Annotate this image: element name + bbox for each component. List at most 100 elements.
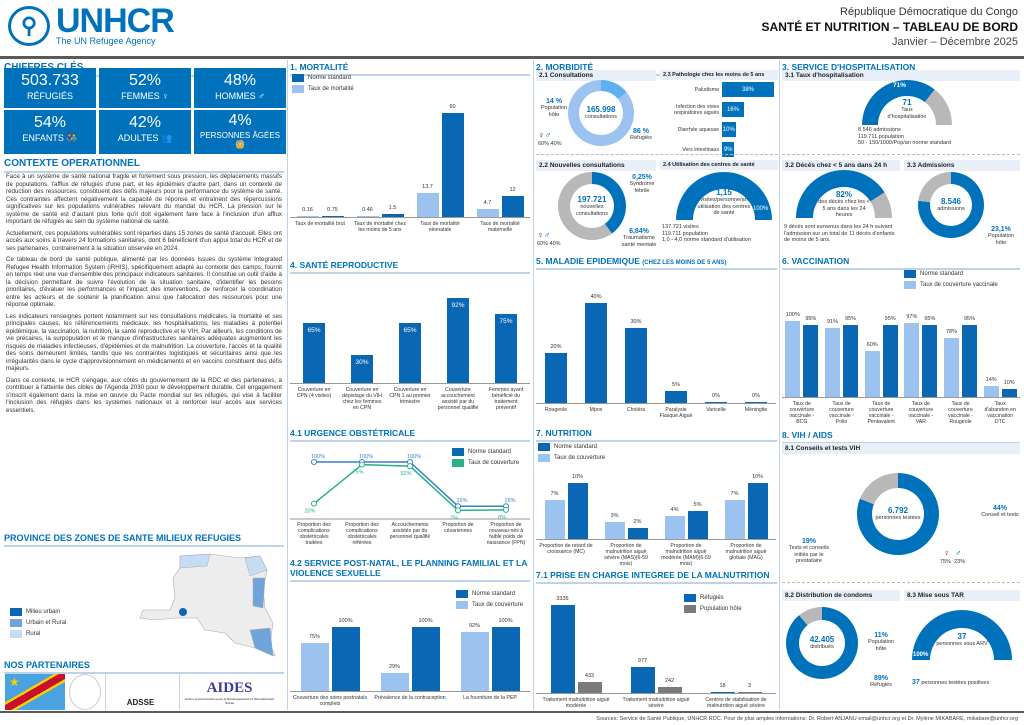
page-title: SANTÉ ET NUTRITION – TABLEAU DE BORD xyxy=(761,20,1018,34)
footer-source: Sources: Service de Santé Publique, UNHC… xyxy=(0,711,1024,725)
column-divider xyxy=(533,60,534,710)
bar-group: 14% 10% xyxy=(980,306,1020,397)
bar: 92% xyxy=(460,623,489,691)
bar: 75% xyxy=(300,634,329,691)
woman-icon: ♀ xyxy=(538,130,545,140)
x-label: Rougeole xyxy=(544,407,568,413)
kf-children: 54% ENFANTS 👫 xyxy=(4,110,96,154)
x-label: Proportion des complications obstétrical… xyxy=(345,522,379,546)
value-label: 977 xyxy=(637,658,648,665)
postnatal-title: 4.2 SERVICE POST-NATAL, LE PLANNING FAMI… xyxy=(290,558,530,582)
value-label: 2% xyxy=(633,518,642,525)
bar: 18 xyxy=(710,683,735,693)
kf-men: 48% HOMMES ♂ xyxy=(194,68,286,108)
plot-area: 0.16 0.75 0.46 1.5 13.7 60 4.7 12 xyxy=(290,92,530,218)
x-label: Proportion de malnutrition aiguë sévère … xyxy=(604,543,648,567)
value-label: 20% xyxy=(550,344,562,351)
data-point xyxy=(407,463,413,470)
x-label: Couverture en CPN 1 au premier trimestre xyxy=(389,387,431,405)
drc-map xyxy=(139,553,276,657)
bar-group: 100% 95% xyxy=(782,306,822,397)
bar: 20% xyxy=(545,344,567,403)
bar: 7% xyxy=(724,491,745,539)
bar: 3335 xyxy=(550,596,575,693)
mortality-legend: Norme standard Taux de mortalité xyxy=(292,74,354,96)
bar-group: 4.7 12 xyxy=(470,92,530,217)
man-icon: ♂ xyxy=(258,91,265,101)
value-label: 14% xyxy=(985,377,997,384)
bar-group: 5% xyxy=(656,280,696,403)
bar: 95% xyxy=(962,316,978,397)
bar: 60 xyxy=(441,104,464,217)
bar-group: 78% 95% xyxy=(941,306,981,397)
bar-group: 65% xyxy=(290,280,338,383)
x-label: Proportion de retard de croissance (MC) xyxy=(539,543,593,555)
data-label: 15% xyxy=(456,498,467,504)
condoms-title: 8.2 Distribution de condoms xyxy=(782,590,900,601)
value-label: 0.46 xyxy=(362,207,373,213)
children-icon: 👫 xyxy=(66,133,78,143)
value-label: 3% xyxy=(610,513,619,520)
bar-group: 977 242 xyxy=(616,592,696,693)
adults-icon: 👥 xyxy=(161,133,173,143)
x-label: Centres de stabilisation de malnutrition… xyxy=(705,697,767,709)
nutrition-title: 7. NUTRITION xyxy=(536,428,777,442)
x-label: Traitement malnutrition aiguë modérée xyxy=(542,697,610,709)
value-label: 91% xyxy=(826,318,838,325)
value-label: 5% xyxy=(672,381,680,388)
value-label: 0.16 xyxy=(302,207,313,213)
value-label: 100% xyxy=(498,618,513,625)
kf-elderly: 4% PERSONNES ÂGÉES 🧓 xyxy=(194,110,286,154)
value-label: 65% xyxy=(307,327,321,335)
bar-group: 65% xyxy=(386,280,434,383)
plot-area: 3335 433 977 242 18 3 xyxy=(536,592,776,694)
drc-flag-logo: ★ xyxy=(5,674,65,710)
header-info: République Démocratique du Congo SANTÉ E… xyxy=(762,6,1018,48)
x-axis-labels: Couverture en CPN (4 visites) Couverture … xyxy=(290,387,530,411)
x-axis-labels: Taux de couverture vaccinale - BCG Taux d… xyxy=(782,401,1020,425)
bar-group: 0.16 0.75 xyxy=(290,92,350,217)
value-label: 75% xyxy=(308,634,320,641)
x-label: Proportion de nouveau-nés à faible poids… xyxy=(486,522,526,546)
bar: 100% xyxy=(331,618,360,691)
x-label: Varicelle xyxy=(706,407,726,413)
woman-icon: ♀ xyxy=(943,548,951,558)
value-label: 4.7 xyxy=(483,199,492,206)
value-label: 5% xyxy=(693,501,702,508)
morbidity-title: 2. MORBIDITÉ xyxy=(536,62,777,76)
data-label: 100% xyxy=(311,454,325,460)
bar-group: 7% 10% xyxy=(716,466,776,539)
bar: 4% xyxy=(664,507,685,539)
bar: 65% xyxy=(303,323,325,383)
arv-gauge xyxy=(912,610,1012,660)
gender-split: ♀♂ 60% 40% xyxy=(538,130,562,147)
hiv-counselling-title: 8.1 Conseils et tests VIH xyxy=(782,443,1020,454)
obstetric-x-labels: Proportion des complications obstétrical… xyxy=(290,520,530,550)
woman-icon: ♀ xyxy=(537,230,544,240)
value-label: 95% xyxy=(805,315,817,322)
hiv-counselling-donut: 6.792 personnes testées xyxy=(857,473,939,555)
new-consultations-donut: 197.721 nouvelles consultations xyxy=(558,172,626,240)
data-point xyxy=(455,507,461,514)
x-axis-labels: Traitement malnutrition aiguë modérée Tra… xyxy=(536,697,776,709)
epidemic-title: 5. MALADIE EPIDEMIQUE (CHEZ LES MOINS DE… xyxy=(536,256,777,270)
bar: 5% xyxy=(687,502,708,539)
malnutrition-title: 7.1 PRISE EN CHARGE INTEGREE DE LA MALNU… xyxy=(536,570,777,584)
x-label: Couverture accouchement assisté par du p… xyxy=(437,387,479,411)
bar: 10% xyxy=(567,474,588,539)
man-icon: ♂ xyxy=(543,230,551,240)
bar: 95% xyxy=(803,316,819,397)
bar: 433 xyxy=(577,673,602,693)
plot-area: 20% 40% 30% 5% 0% 0% xyxy=(536,280,776,404)
utilization-gauge xyxy=(676,172,772,220)
bar-group: 91% 95% xyxy=(822,306,862,397)
vaccination-chart: 100% 95% 91% 95% 60% 95% 97% 95% 78% 95% 14% 10% Tau… xyxy=(782,306,1020,426)
bar: 977 xyxy=(630,658,655,693)
bar: 0.16 xyxy=(296,207,319,217)
value-label: 30% xyxy=(630,319,642,326)
bar-group: 40% xyxy=(576,280,616,403)
value-label: 0% xyxy=(712,393,720,399)
x-axis-labels: Taux de mortalité brut Taux de mortalité … xyxy=(290,221,530,233)
value-label: 433 xyxy=(584,672,595,679)
bar: 75% xyxy=(495,314,517,383)
